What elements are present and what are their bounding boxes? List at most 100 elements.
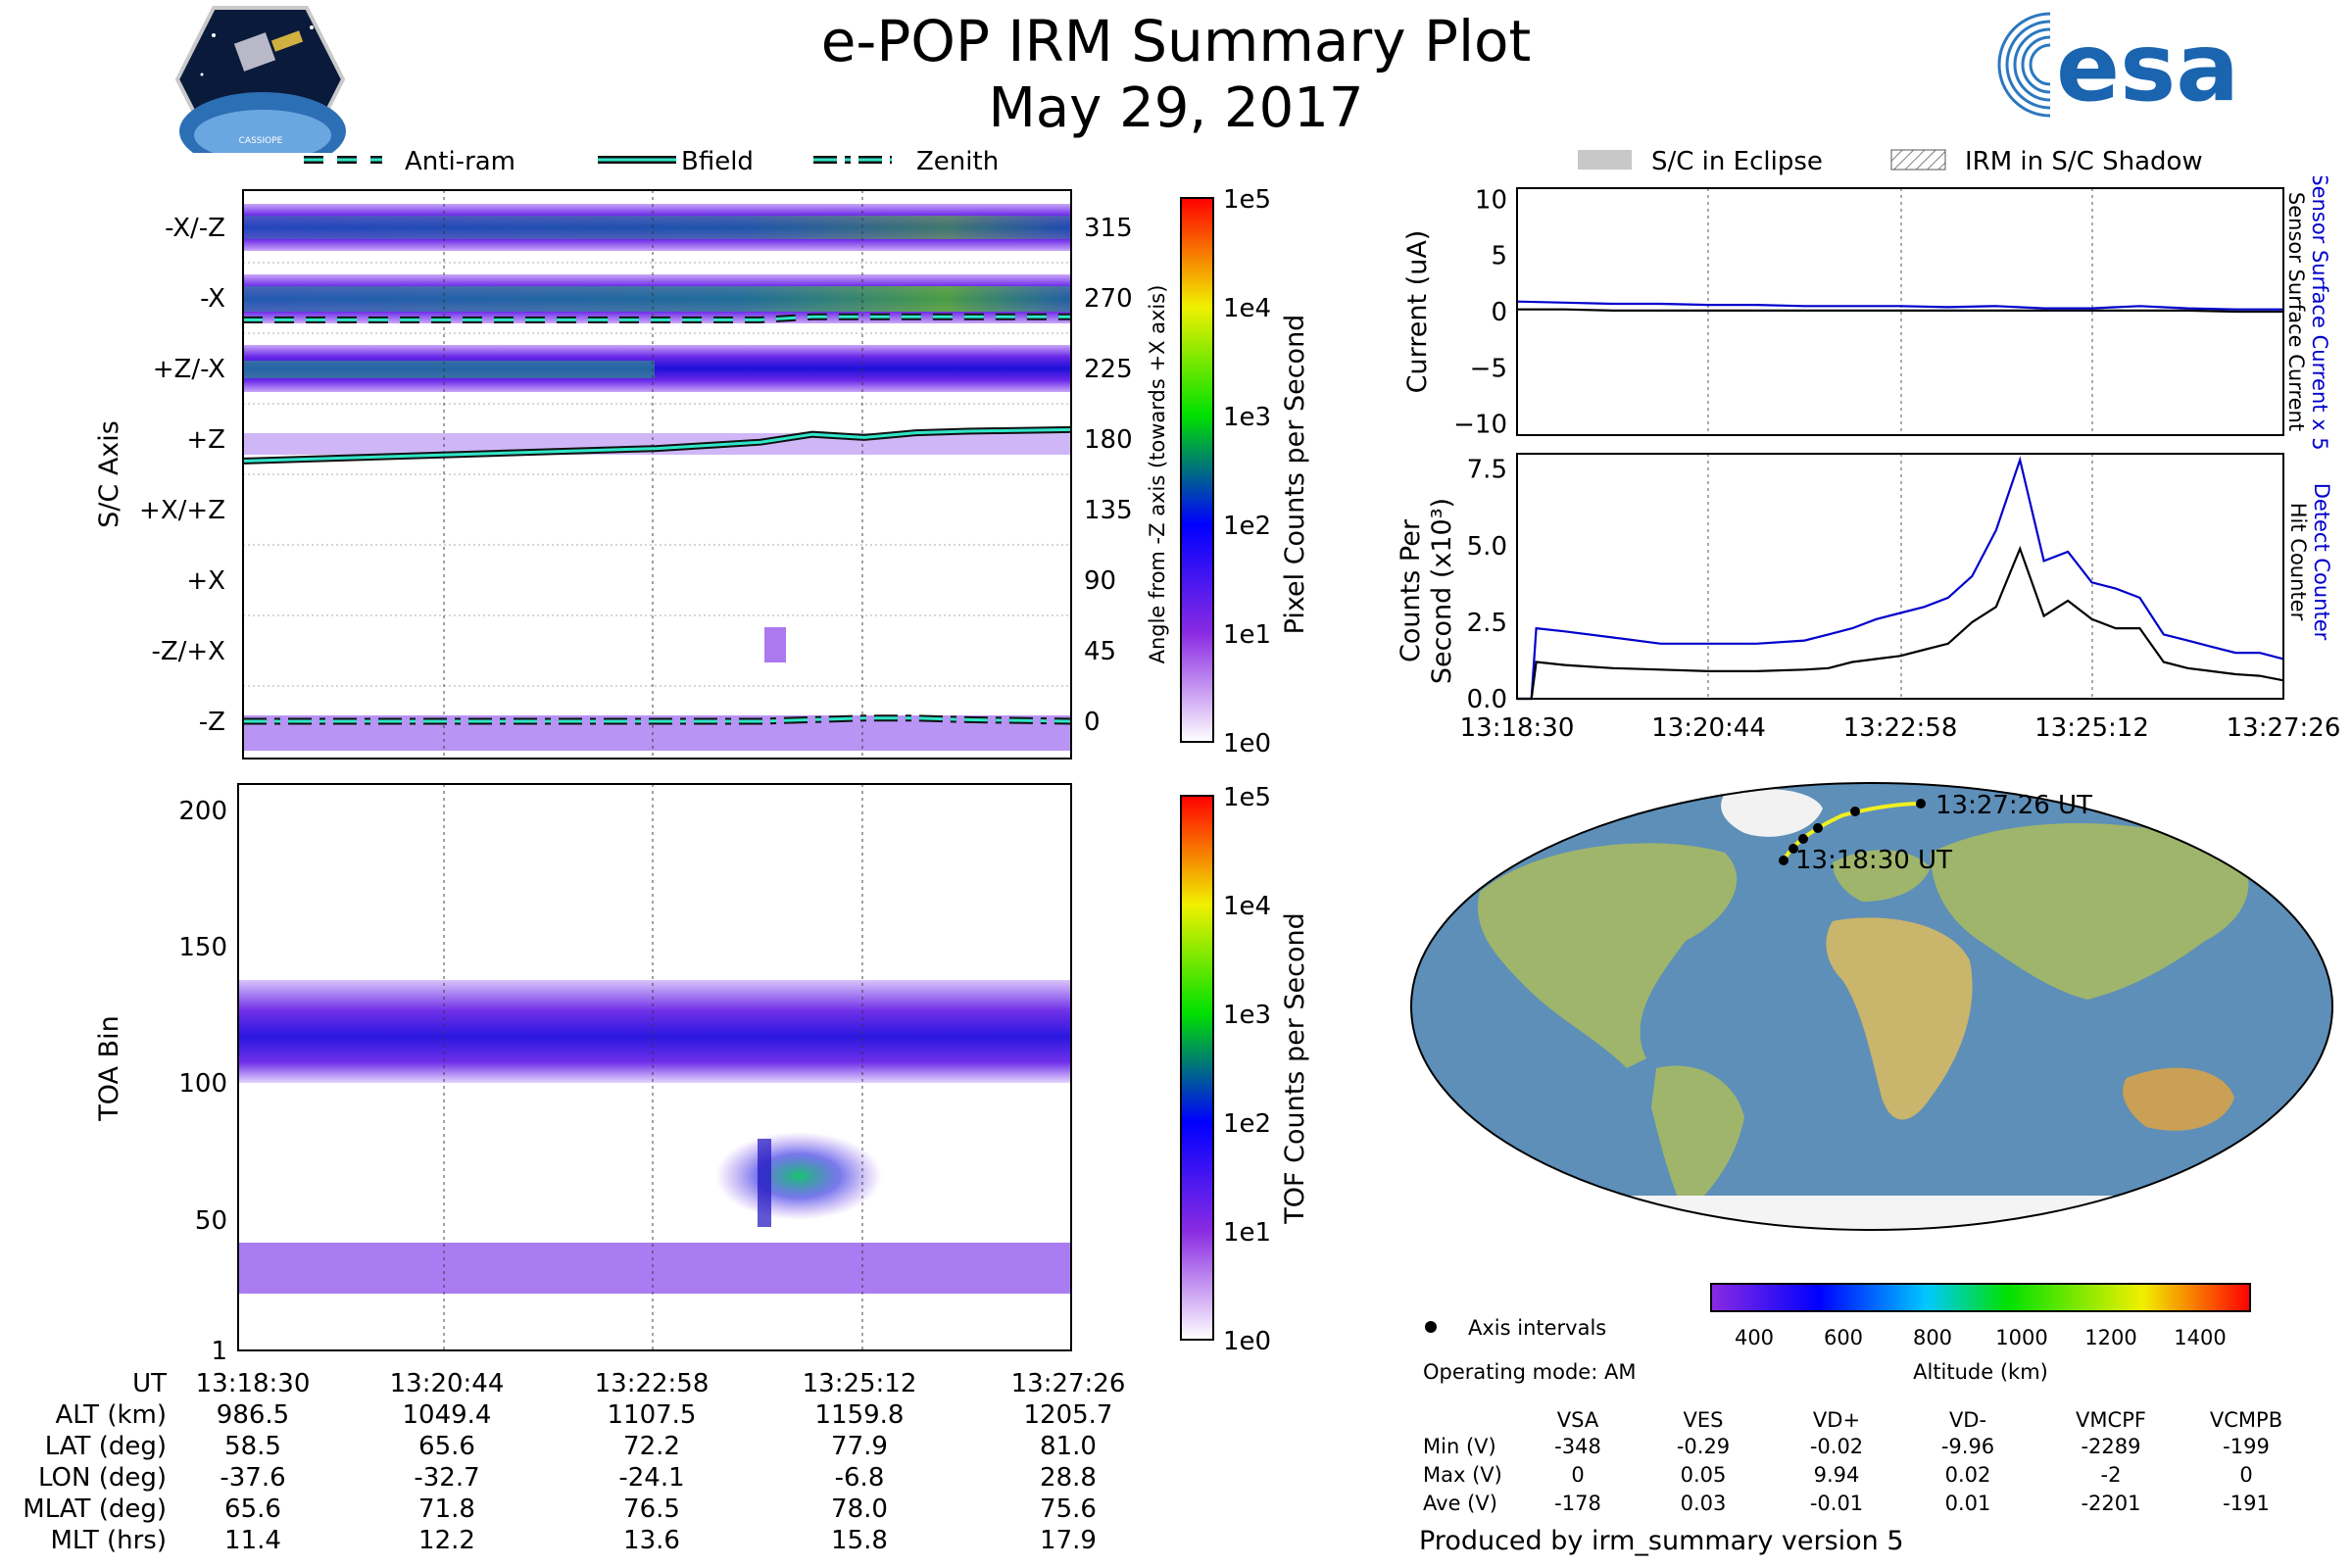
volt-header: VMCPF (2076, 1408, 2146, 1432)
volt-cell: -2 (2101, 1463, 2122, 1487)
tof-colorbar (1180, 795, 1214, 1341)
orbit-cell: 75.6 (1040, 1494, 1097, 1524)
axis-interval-label: Axis intervals (1468, 1316, 1606, 1340)
volt-cell: 0.03 (1681, 1492, 1727, 1515)
colorbar-tick: 1e1 (1223, 1218, 1271, 1248)
scaxis-right-tick: 180 (1084, 425, 1133, 455)
volt-cell: -0.29 (1677, 1435, 1730, 1458)
orbit-cell: 72.2 (623, 1432, 680, 1461)
volt-row-label: Max (V) (1423, 1463, 1502, 1487)
counts-series-hit (1517, 545, 2284, 701)
operating-mode: Operating mode: AM (1423, 1360, 1636, 1384)
colorbar-tick: 1e0 (1223, 1327, 1271, 1356)
orbit-cell: 13:20:44 (390, 1369, 505, 1398)
volt-cell: -2201 (2081, 1492, 2140, 1515)
counts-right-label-blue: Detect Counter (2310, 483, 2333, 641)
colorbar-tick: 1e1 (1223, 620, 1271, 650)
cassiope-logo: CASSIOPE (174, 6, 346, 153)
greenland (1721, 789, 1823, 837)
orbit-cell: 76.5 (623, 1494, 680, 1524)
orbit-row-label: ALT (km) (55, 1400, 167, 1430)
orbit-row-label: LON (deg) (38, 1463, 167, 1493)
orbit-cell: -32.7 (414, 1463, 479, 1493)
orbit-cell: 11.4 (224, 1526, 281, 1555)
counts-frame (1516, 453, 2284, 700)
track-dot-4 (1813, 823, 1823, 833)
scaxis-panel: -X/-Z -X +Z/-X +Z +X/+Z +X -Z/+X -Z 315 270 225 18… (94, 185, 1310, 760)
esa-logo-text: esa (2056, 13, 2239, 122)
current-ytick: 5 (1491, 242, 1507, 271)
cassiope-logo-text: CASSIOPE (239, 136, 283, 146)
orbit-row-label: LAT (deg) (45, 1432, 167, 1461)
scaxis-ylabel: S/C Axis (94, 420, 124, 528)
orbit-cell: 13:25:12 (803, 1369, 917, 1398)
volt-cell: 0.05 (1681, 1463, 1727, 1487)
scaxis-frame (242, 189, 1072, 760)
scaxis-right-tick: 0 (1084, 708, 1101, 737)
orbit-cell: -24.1 (618, 1463, 684, 1493)
orbit-cell: -37.6 (220, 1463, 285, 1493)
altitude-tick: 600 (1824, 1326, 1863, 1349)
current-frame (1516, 187, 2284, 436)
track-end-label: 13:27:26 UT (1936, 791, 2092, 820)
world-map: 13:27:26 UT 13:18:30 UT (1410, 782, 2333, 1231)
colorbar-tick: 1e5 (1223, 185, 1271, 215)
north-america (1478, 843, 1738, 1068)
colorbar-tick: 1e0 (1223, 729, 1271, 759)
volt-cell: -0.02 (1810, 1435, 1863, 1458)
altitude-tick: 1400 (2174, 1326, 2226, 1349)
current-ytick: 10 (1475, 185, 1507, 215)
altitude-colorbar (1710, 1283, 2251, 1312)
south-america (1651, 1065, 1744, 1215)
orbit-cell: 28.8 (1040, 1463, 1097, 1493)
footer-text: Produced by irm_summary version 5 (1419, 1526, 1904, 1556)
orbit-row-label: UT (132, 1369, 167, 1398)
altitude-label: Altitude (km) (1913, 1360, 2048, 1382)
orbit-cell: 986.5 (217, 1400, 289, 1430)
shadow-swatch (1890, 149, 1946, 171)
scaxis-left-tick: +Z (186, 425, 225, 455)
scaxis-left-tick: -Z (199, 708, 225, 737)
europe (1833, 850, 1931, 902)
pointing-legend: Anti-ram Bfield Zenith (304, 147, 999, 176)
esa-logo: esa (1997, 10, 2239, 122)
counts-right-label-black: Hit Counter (2286, 503, 2310, 621)
orbit-row-label: MLT (hrs) (51, 1526, 168, 1555)
volt-cell: -2289 (2081, 1435, 2140, 1458)
colorbar-tick: 1e4 (1223, 294, 1271, 323)
orbit-cell: 1159.8 (815, 1400, 905, 1430)
orbit-cell: -6.8 (835, 1463, 885, 1493)
altitude-tick: 1200 (2084, 1326, 2136, 1349)
orbit-cell: 13:18:30 (196, 1369, 311, 1398)
volt-cell: 0 (2239, 1463, 2252, 1487)
bfield-legend-label: Bfield (681, 147, 754, 176)
volt-header: VD+ (1813, 1408, 1860, 1432)
orbit-cell: 58.5 (224, 1432, 281, 1461)
orbit-cell: 13.6 (623, 1526, 680, 1555)
asia (1931, 823, 2249, 1000)
volt-header: VD- (1949, 1408, 1986, 1432)
toa-ytick: 200 (178, 797, 227, 826)
pixel-colorbar-label: Pixel Counts per Second (1280, 315, 1310, 635)
zenith-legend-label: Zenith (916, 147, 999, 176)
track-dot-start (1779, 856, 1788, 865)
scaxis-right-label: Angle from -Z axis (towards +X axis) (1146, 285, 1169, 664)
volt-cell: -0.01 (1810, 1492, 1863, 1515)
volt-cell: 9.94 (1814, 1463, 1860, 1487)
orbit-cell: 13:27:26 (1011, 1369, 1126, 1398)
orbit-cell: 71.8 (418, 1494, 475, 1524)
africa (1826, 917, 1973, 1120)
counts-xtick: 13:18:30 (1460, 713, 1575, 743)
scaxis-left-tick: -Z/+X (151, 637, 225, 666)
orbit-cell: 13:22:58 (595, 1369, 710, 1398)
orbit-cell: 65.6 (224, 1494, 281, 1524)
toa-ytick: 50 (195, 1206, 227, 1236)
volt-header: VSA (1557, 1408, 1599, 1432)
counts-ytick: 5.0 (1467, 532, 1507, 562)
counts-xtick: 13:27:26 (2227, 713, 2341, 743)
volt-cell: -191 (2223, 1492, 2270, 1515)
volt-row-label: Min (V) (1423, 1435, 1496, 1458)
counts-xtick: 13:25:12 (2034, 713, 2149, 743)
orbit-cell: 77.9 (831, 1432, 888, 1461)
altitude-tick: 400 (1735, 1326, 1774, 1349)
